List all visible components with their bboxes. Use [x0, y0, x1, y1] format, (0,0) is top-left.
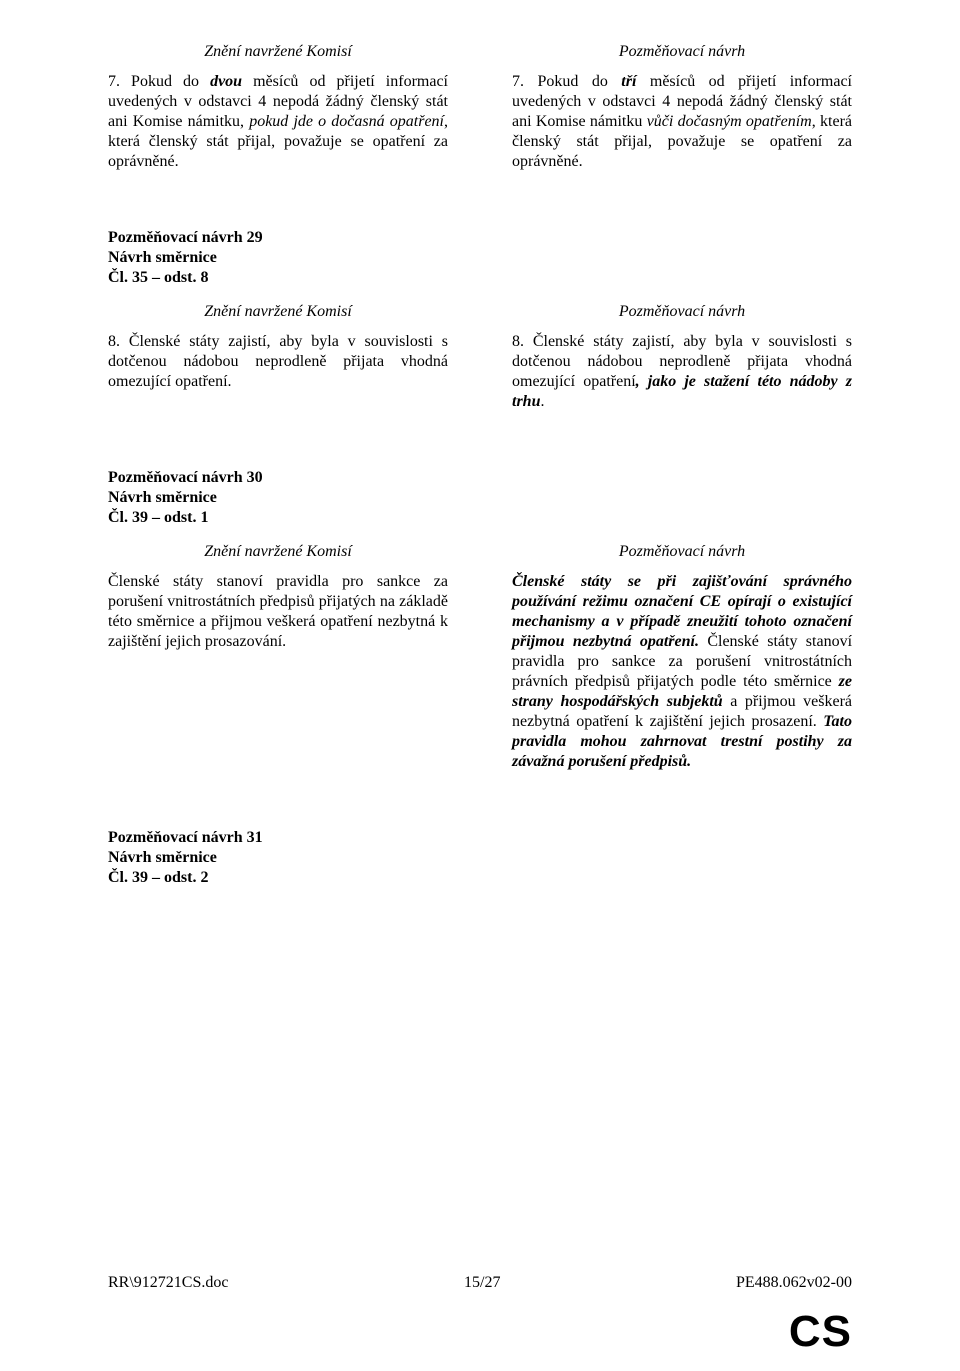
text: 7. Pokud do — [108, 73, 210, 90]
orig-paragraph-8: 8. Členské státy zajistí, aby byla v sou… — [108, 332, 448, 392]
orig-heading: Znění navržené Komisí — [108, 542, 448, 562]
orig-paragraph-7: 7. Pokud do dvou měsíců od přijetí infor… — [108, 72, 448, 172]
orig-paragraph-39-1: Členské státy stanoví pravidla pro sankc… — [108, 572, 448, 652]
amend-column: Pozměňovací návrh Členské státy se při z… — [512, 542, 852, 772]
footer-pe-ref: PE488.062v02-00 — [736, 1273, 852, 1293]
heading-line-2: Návrh směrnice — [108, 488, 852, 508]
amendment-29-columns: Znění navržené Komisí 8. Členské státy z… — [108, 302, 852, 412]
text: 7. Pokud do — [512, 73, 621, 90]
footer-page-number: 15/27 — [464, 1273, 500, 1293]
amendment-30-heading: Pozměňovací návrh 30 Návrh směrnice Čl. … — [108, 468, 852, 528]
heading-line-2: Návrh směrnice — [108, 848, 852, 868]
page-footer: RR\912721CS.doc 15/27 PE488.062v02-00 — [108, 1273, 852, 1293]
footer-doc-ref: RR\912721CS.doc — [108, 1273, 228, 1293]
orig-column: Znění navržené Komisí 7. Pokud do dvou m… — [108, 42, 448, 172]
heading-line-1: Pozměňovací návrh 30 — [108, 468, 852, 488]
heading-line-2: Návrh směrnice — [108, 248, 852, 268]
heading-line-1: Pozměňovací návrh 29 — [108, 228, 852, 248]
orig-heading: Znění navržené Komisí — [108, 42, 448, 62]
amendment-top-columns: Znění navržené Komisí 7. Pokud do dvou m… — [108, 42, 852, 172]
text: . — [540, 393, 544, 410]
emph-phrase: pokud jde o dočasná opatření — [249, 113, 444, 130]
emph-tri: tří — [621, 73, 636, 90]
amend-paragraph-7: 7. Pokud do tří měsíců od přijetí inform… — [512, 72, 852, 172]
amendment-29-heading: Pozměňovací návrh 29 Návrh směrnice Čl. … — [108, 228, 852, 288]
heading-line-3: Čl. 39 – odst. 1 — [108, 508, 852, 528]
orig-column: Znění navržené Komisí Členské státy stan… — [108, 542, 448, 772]
heading-line-3: Čl. 39 – odst. 2 — [108, 868, 852, 888]
heading-line-1: Pozměňovací návrh 31 — [108, 828, 852, 848]
heading-line-3: Čl. 35 – odst. 8 — [108, 268, 852, 288]
amend-paragraph-39-1: Členské státy se při zajišťování správné… — [512, 572, 852, 772]
amend-column: Pozměňovací návrh 7. Pokud do tří měsíců… — [512, 42, 852, 172]
emph-dvou: dvou — [210, 73, 242, 90]
amend-heading: Pozměňovací návrh — [512, 302, 852, 322]
amendment-31-heading: Pozměňovací návrh 31 Návrh směrnice Čl. … — [108, 828, 852, 888]
language-code: CS — [789, 1304, 852, 1359]
amend-paragraph-8: 8. Členské státy zajistí, aby byla v sou… — [512, 332, 852, 412]
amendment-30-columns: Znění navržené Komisí Členské státy stan… — [108, 542, 852, 772]
orig-column: Znění navržené Komisí 8. Členské státy z… — [108, 302, 448, 412]
amend-heading: Pozměňovací návrh — [512, 542, 852, 562]
amend-column: Pozměňovací návrh 8. Členské státy zajis… — [512, 302, 852, 412]
amend-heading: Pozměňovací návrh — [512, 42, 852, 62]
orig-heading: Znění navržené Komisí — [108, 302, 448, 322]
emph-phrase: vůči dočasným opatřením — [647, 113, 812, 130]
